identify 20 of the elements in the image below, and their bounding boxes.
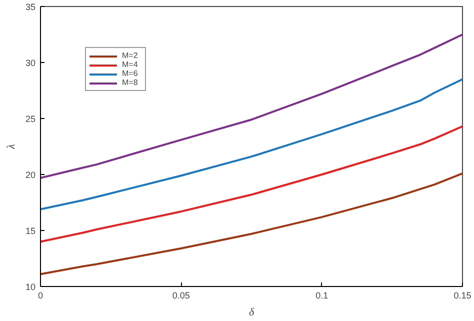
y-tick-label: 35 — [25, 2, 36, 12]
x-axis-title: δ — [248, 306, 255, 318]
legend-label: M=2 — [122, 51, 139, 60]
legend-label: M=4 — [122, 60, 139, 69]
y-tick-label: 10 — [25, 282, 36, 292]
line-series — [40, 78, 462, 210]
x-tick-label: 0 — [38, 290, 44, 300]
legend-label: M=8 — [122, 78, 139, 87]
y-axis-title: λ — [5, 144, 18, 150]
legend-label: M=6 — [122, 69, 139, 78]
x-tick-label: 0.1 — [316, 290, 328, 300]
line-series — [40, 34, 462, 179]
y-tick-label: 15 — [25, 226, 36, 236]
y-tick-label: 30 — [25, 58, 36, 68]
line-series — [40, 172, 462, 276]
y-tick-label: 25 — [25, 114, 36, 124]
x-tick-label: 0.05 — [172, 290, 190, 300]
line-series — [40, 125, 462, 243]
y-tick-label: 20 — [25, 170, 36, 180]
x-tick-label: 0.15 — [454, 290, 472, 300]
